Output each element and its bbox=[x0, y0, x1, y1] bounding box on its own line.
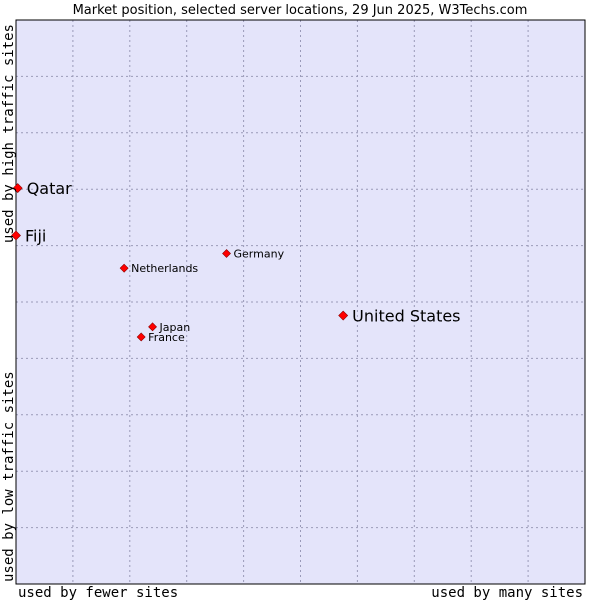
point-label-france: France bbox=[148, 331, 185, 344]
grid-lines bbox=[16, 20, 585, 584]
point-marker-germany bbox=[222, 249, 231, 258]
point-germany: Germany bbox=[222, 247, 285, 260]
plot-border bbox=[15, 19, 586, 585]
x-axis-label-low: used by fewer sites bbox=[18, 585, 178, 600]
y-axis-label-high: used by high traffic sites bbox=[1, 24, 17, 243]
point-label-japan: Japan bbox=[159, 321, 191, 334]
point-netherlands: Netherlands bbox=[119, 262, 198, 275]
y-axis-label-low: used by low traffic sites bbox=[1, 371, 17, 582]
point-label-germany: Germany bbox=[234, 247, 285, 260]
point-marker-france bbox=[136, 332, 146, 342]
chart-title: Market position, selected server locatio… bbox=[73, 3, 528, 18]
point-marker-qatar bbox=[12, 183, 23, 193]
point-united-states: United States bbox=[338, 307, 461, 326]
point-fiji: Fiji bbox=[11, 226, 46, 245]
point-marker-netherlands bbox=[119, 263, 129, 273]
point-qatar: Qatar bbox=[12, 179, 72, 198]
point-marker-united-states bbox=[338, 310, 349, 321]
point-label-netherlands: Netherlands bbox=[131, 262, 198, 275]
data-points: Qatar Fiji Germany Netherlands United States… bbox=[11, 179, 461, 344]
x-axis-label-high: used by many sites bbox=[431, 585, 583, 600]
point-label-fiji: Fiji bbox=[25, 226, 46, 245]
point-marker-japan bbox=[148, 322, 157, 332]
point-label-united-states: United States bbox=[352, 307, 460, 326]
point-japan: Japan bbox=[148, 321, 191, 334]
point-label-qatar: Qatar bbox=[27, 179, 72, 198]
point-marker-fiji bbox=[11, 230, 21, 241]
point-france: France bbox=[136, 331, 185, 344]
